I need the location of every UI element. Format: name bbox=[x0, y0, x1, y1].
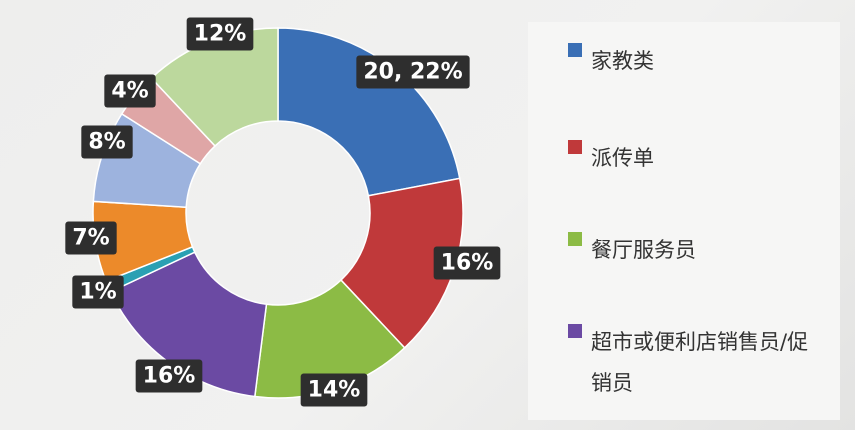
slice-1 bbox=[339, 177, 464, 349]
data-label-2: 14% bbox=[300, 373, 368, 407]
data-label-box bbox=[300, 373, 368, 407]
data-label-text: 4% bbox=[111, 79, 148, 104]
data-label-text: 12% bbox=[194, 22, 247, 47]
data-label-4: 1% bbox=[72, 275, 124, 309]
data-label-box bbox=[104, 74, 156, 108]
data-label-text: 8% bbox=[88, 130, 125, 155]
data-label-text: 16% bbox=[143, 364, 196, 389]
data-label-box bbox=[356, 55, 470, 89]
data-label-box bbox=[81, 125, 133, 159]
legend-label-continued: 销员 bbox=[591, 371, 633, 395]
data-label-text: 16% bbox=[441, 251, 494, 276]
data-label-0: 20, 22% bbox=[356, 55, 470, 89]
legend-label: 派传单 bbox=[591, 146, 654, 170]
data-label-6: 8% bbox=[81, 125, 133, 159]
data-labels-layer: 20, 22% 16% 14% 16% 1% 7% 8% 4% 12% bbox=[65, 17, 501, 407]
data-label-text: 20, 22% bbox=[363, 60, 462, 85]
data-label-text: 7% bbox=[72, 226, 109, 251]
data-label-text: 1% bbox=[79, 280, 116, 305]
data-label-box bbox=[186, 17, 254, 51]
slice-0 bbox=[277, 27, 461, 197]
legend-label: 餐厅服务员 bbox=[591, 238, 696, 262]
data-label-box bbox=[433, 246, 501, 280]
data-label-box bbox=[65, 221, 117, 255]
legend-item-0: 家教类 bbox=[568, 43, 654, 73]
data-label-box bbox=[135, 359, 203, 393]
data-label-3: 16% bbox=[135, 359, 203, 393]
legend-swatch bbox=[568, 324, 582, 338]
data-label-box bbox=[72, 275, 124, 309]
data-label-5: 7% bbox=[65, 221, 117, 255]
legend-item-2: 餐厅服务员 bbox=[568, 232, 696, 262]
legend-swatch bbox=[568, 140, 582, 154]
legend-label: 超市或便利店销售员/促 bbox=[591, 330, 808, 354]
legend-swatch bbox=[568, 232, 582, 246]
legend-panel bbox=[528, 22, 840, 420]
slice-8 bbox=[150, 27, 279, 147]
legend-item-1: 派传单 bbox=[568, 140, 654, 170]
data-label-text: 14% bbox=[308, 378, 361, 403]
legend-item-3: 超市或便利店销售员/促销员 bbox=[568, 324, 808, 395]
data-label-1: 16% bbox=[433, 246, 501, 280]
data-label-7: 4% bbox=[104, 74, 156, 108]
data-label-8: 12% bbox=[186, 17, 254, 51]
legend-label: 家教类 bbox=[591, 49, 654, 73]
legend-swatch bbox=[568, 43, 582, 57]
